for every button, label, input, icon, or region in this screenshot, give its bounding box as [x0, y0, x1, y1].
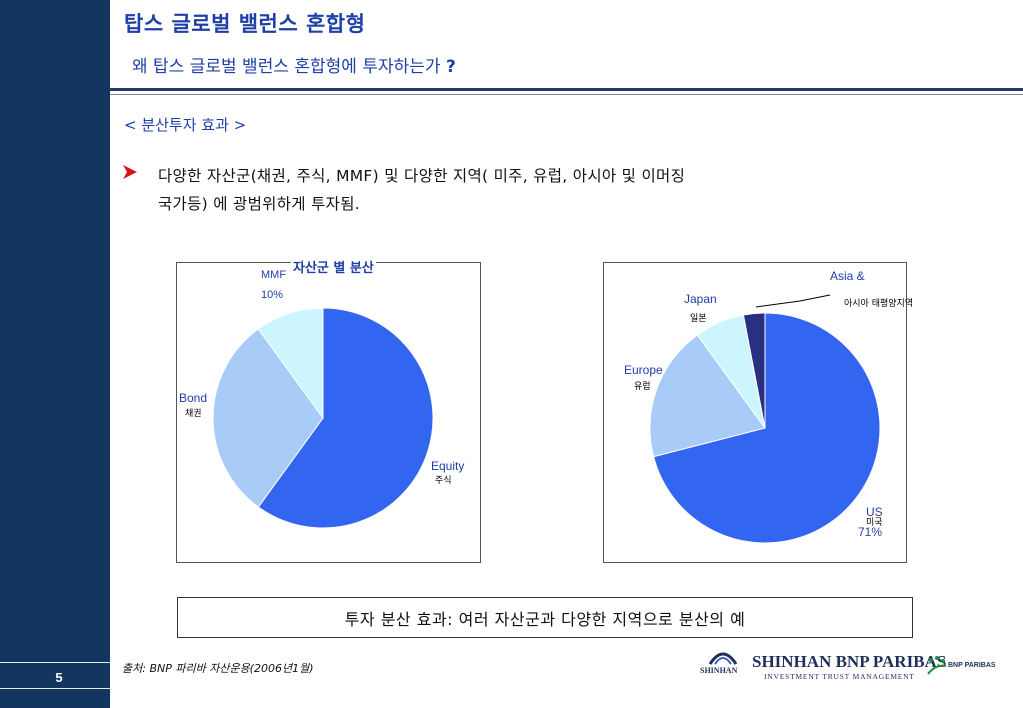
bullet-text: 다양한 자산군(채권, 주식, MMF) 및 다양한 지역( 미주, 유럽, 아…	[158, 162, 958, 218]
subtitle-question-mark: ?	[445, 57, 456, 77]
us-label-kr: 미국	[866, 518, 883, 528]
japan-label: Japan	[684, 292, 717, 306]
asset-pie-svg	[212, 307, 434, 529]
company-logo: SHINHAN SHINHAN BNP PARIBAS INVESTMENT T…	[700, 648, 1000, 688]
region-slice-europe	[649, 334, 766, 458]
regional-allocation-chart: Asia & 아시아 태평양지역 Japan 일본 Europe 유럽 US 미…	[603, 262, 913, 563]
page-number: 5	[55, 670, 63, 685]
bnp-stars-icon	[927, 656, 947, 675]
equity-label-kr: 주식	[435, 476, 452, 486]
asia-label-kr: 아시아 태평양지역	[844, 299, 914, 309]
shinhan-mark-icon	[708, 652, 738, 665]
bullet-line-1: 다양한 자산군(채권, 주식, MMF) 및 다양한 지역( 미주, 유럽, 아…	[158, 167, 686, 185]
header-rule-thin	[110, 94, 1023, 95]
asset-slice-mmf	[257, 307, 324, 420]
europe-label-kr: 유럽	[634, 382, 651, 392]
asset-slice-bond	[212, 328, 324, 508]
asset-chart-title: 자산군 별 분산	[291, 257, 376, 276]
bond-label: Bond	[179, 391, 208, 405]
japan-label-kr: 일본	[690, 314, 707, 324]
region-pie-svg	[649, 294, 881, 544]
mmf-pct-label: 10%	[261, 289, 284, 301]
source-note: 출처: BNP 파리바 자산운용(2006년1월)	[122, 662, 314, 675]
left-sidebar	[0, 0, 110, 708]
us-label: US	[866, 505, 883, 519]
caption-box: 투자 분산 효과: 여러 자산군과 다양한 지역으로 분산의 예	[177, 597, 913, 638]
subtitle-text: 왜 탑스 글로벌 밸런스 혼합형에 투자하는가	[132, 57, 441, 77]
us-pct-label: 71%	[858, 525, 883, 539]
europe-label: Europe	[624, 363, 663, 377]
region-slice-asia	[742, 312, 766, 429]
page-title: 탑스 글로벌 밸런스 혼합형	[124, 12, 366, 36]
bullet-arrow-icon	[123, 165, 137, 179]
mmf-label: MMF	[261, 269, 287, 281]
asset-allocation-chart: 자산군 별 분산 MMF 10% Bond 채권 Equity 주식	[176, 257, 481, 563]
bullet-line-2: 국가등) 에 광범위하게 투자됨.	[158, 195, 360, 213]
asset-slice-equity	[257, 307, 434, 529]
equity-label: Equity	[431, 459, 465, 473]
bnp-logo-text: BNP PARIBAS	[948, 662, 996, 669]
sidebar-divider-bottom	[0, 688, 110, 689]
bond-label-kr: 채권	[185, 409, 202, 419]
logo-sub-text: INVESTMENT TRUST MANAGEMENT	[764, 672, 915, 681]
section-label: < 분산투자 효과 >	[124, 116, 247, 134]
page-subtitle: 왜 탑스 글로벌 밸런스 혼합형에 투자하는가 ?	[132, 52, 456, 77]
asia-leader-line	[755, 294, 831, 308]
header-rule	[110, 88, 1023, 91]
logo-main-text: SHINHAN BNP PARIBAS	[752, 652, 947, 671]
logo-mark-text: SHINHAN	[700, 666, 738, 675]
asia-label: Asia &	[830, 269, 865, 283]
region-slice-us	[653, 312, 881, 544]
sidebar-divider-top	[0, 662, 110, 663]
